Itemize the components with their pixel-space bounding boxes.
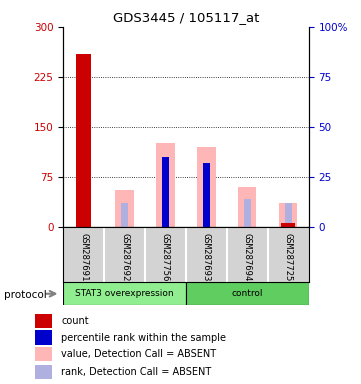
Bar <box>35 314 52 328</box>
Text: GSM287691: GSM287691 <box>79 233 88 281</box>
Bar <box>35 364 52 379</box>
Bar <box>35 330 52 345</box>
Text: protocol: protocol <box>4 290 46 300</box>
Text: control: control <box>231 289 263 298</box>
Title: GDS3445 / 105117_at: GDS3445 / 105117_at <box>113 11 259 24</box>
Bar <box>186 282 309 305</box>
Bar <box>77 53 91 227</box>
Bar <box>238 187 256 227</box>
Text: STAT3 overexpression: STAT3 overexpression <box>75 289 174 298</box>
Bar <box>156 143 175 227</box>
Bar <box>63 282 186 305</box>
Bar <box>121 203 128 227</box>
Text: percentile rank within the sample: percentile rank within the sample <box>61 333 226 343</box>
Bar <box>279 203 297 227</box>
Text: GSM287694: GSM287694 <box>243 233 252 281</box>
Bar <box>80 127 87 227</box>
Bar <box>115 190 134 227</box>
Bar <box>203 163 210 227</box>
Text: count: count <box>61 316 89 326</box>
Bar <box>197 147 216 227</box>
Bar <box>281 223 295 227</box>
Text: GSM287693: GSM287693 <box>202 233 211 281</box>
Text: GSM287692: GSM287692 <box>120 233 129 281</box>
Bar <box>162 157 169 227</box>
Text: GSM287756: GSM287756 <box>161 233 170 281</box>
Bar <box>284 203 292 227</box>
Text: rank, Detection Call = ABSENT: rank, Detection Call = ABSENT <box>61 367 212 377</box>
Bar <box>244 199 251 227</box>
Text: GSM287725: GSM287725 <box>284 233 293 281</box>
Bar <box>35 347 52 361</box>
Text: value, Detection Call = ABSENT: value, Detection Call = ABSENT <box>61 349 217 359</box>
